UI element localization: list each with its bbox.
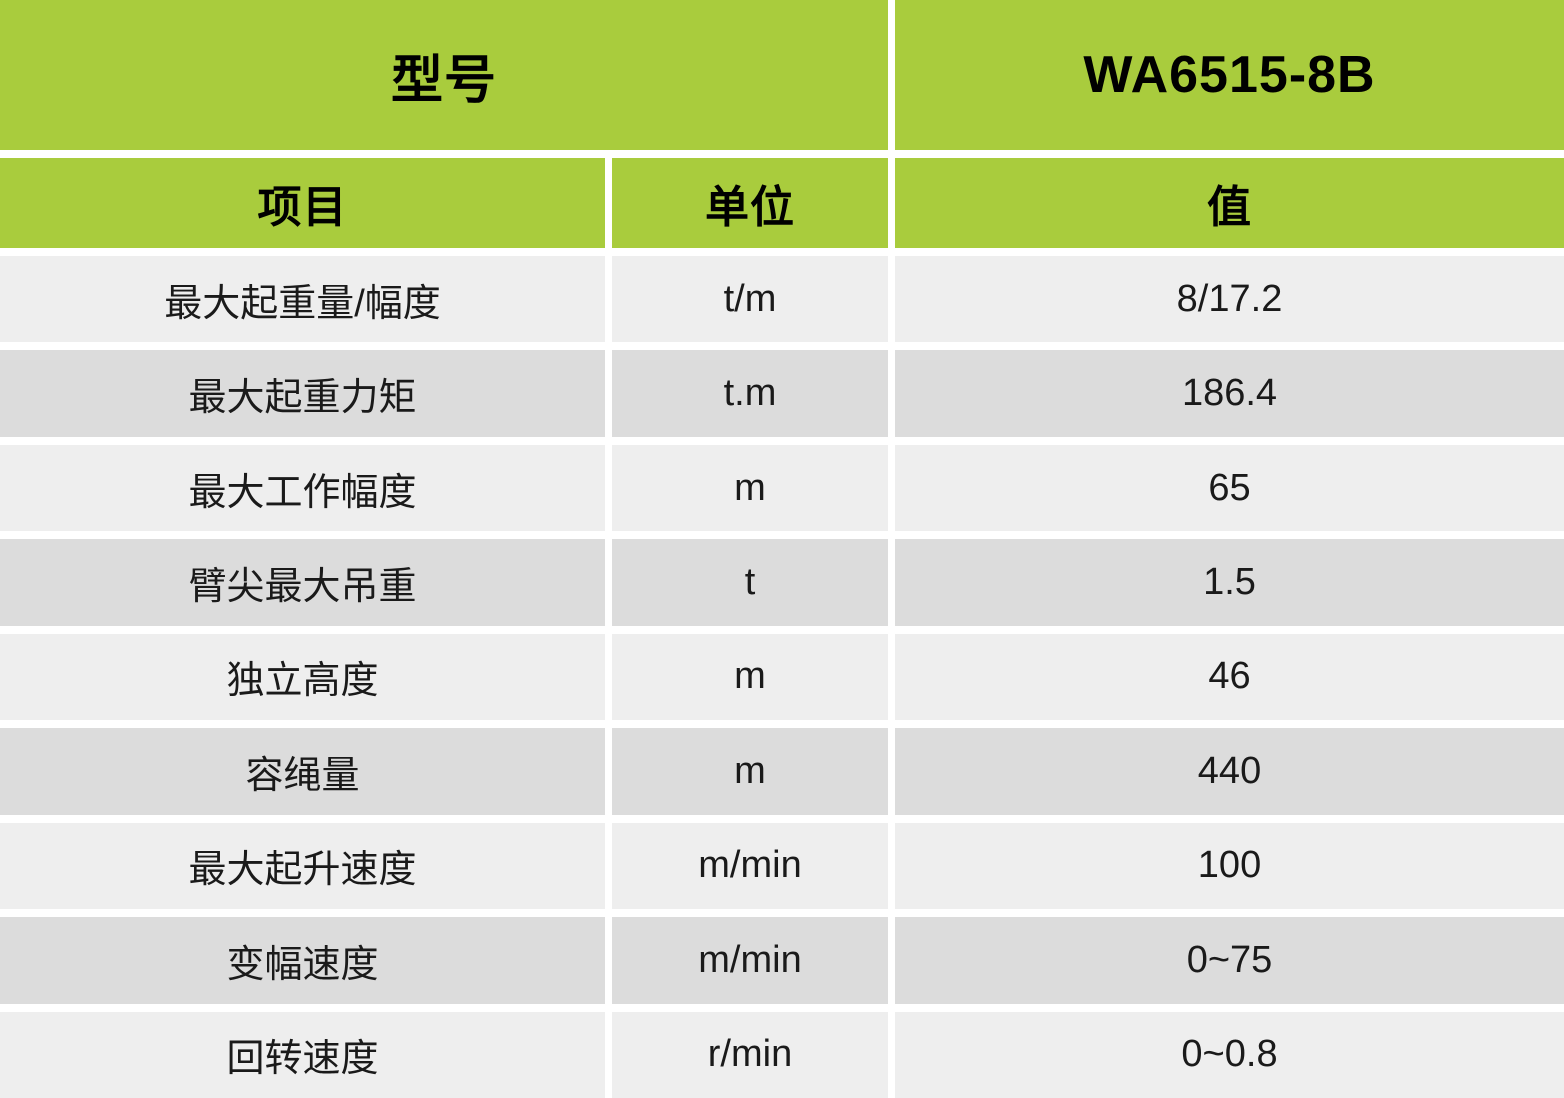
model-value-cell: WA6515-8B	[895, 0, 1564, 150]
table-row: 最大起升速度 m/min 100	[0, 822, 1564, 910]
model-header-row: 型号 WA6515-8B	[0, 0, 1564, 150]
unit-cell: r/min	[612, 1011, 888, 1098]
column-header-value: 值	[895, 158, 1564, 248]
unit-cell: m	[612, 444, 888, 532]
item-cell: 回转速度	[0, 1011, 605, 1098]
value-cell: 440	[895, 728, 1564, 815]
unit-cell: m	[612, 728, 888, 815]
unit-cell: t/m	[612, 256, 888, 343]
value-cell: 0~0.8	[895, 1011, 1564, 1098]
value-cell: 1.5	[895, 539, 1564, 626]
column-header-unit: 单位	[612, 158, 888, 248]
item-cell: 最大工作幅度	[0, 444, 605, 532]
unit-cell: m/min	[612, 822, 888, 910]
item-cell: 最大起升速度	[0, 822, 605, 910]
item-cell: 独立高度	[0, 633, 605, 721]
value-cell: 8/17.2	[895, 256, 1564, 343]
table-row: 最大起重力矩 t.m 186.4	[0, 350, 1564, 437]
item-cell: 容绳量	[0, 728, 605, 815]
item-cell: 最大起重力矩	[0, 350, 605, 437]
value-cell: 0~75	[895, 917, 1564, 1004]
item-cell: 变幅速度	[0, 917, 605, 1004]
column-header-row: 项目 单位 值	[0, 158, 1564, 248]
table-row: 回转速度 r/min 0~0.8	[0, 1011, 1564, 1098]
table-row: 容绳量 m 440	[0, 728, 1564, 815]
unit-cell: m/min	[612, 917, 888, 1004]
table-row: 变幅速度 m/min 0~75	[0, 917, 1564, 1004]
item-cell: 臂尖最大吊重	[0, 539, 605, 626]
table-row: 独立高度 m 46	[0, 633, 1564, 721]
unit-cell: t.m	[612, 350, 888, 437]
table-row: 最大工作幅度 m 65	[0, 444, 1564, 532]
column-header-item: 项目	[0, 158, 605, 248]
item-cell: 最大起重量/幅度	[0, 256, 605, 343]
value-cell: 186.4	[895, 350, 1564, 437]
value-cell: 46	[895, 633, 1564, 721]
value-cell: 100	[895, 822, 1564, 910]
model-label-cell: 型号	[0, 0, 888, 150]
unit-cell: m	[612, 633, 888, 721]
table-row: 最大起重量/幅度 t/m 8/17.2	[0, 256, 1564, 343]
table-row: 臂尖最大吊重 t 1.5	[0, 539, 1564, 626]
value-cell: 65	[895, 444, 1564, 532]
unit-cell: t	[612, 539, 888, 626]
